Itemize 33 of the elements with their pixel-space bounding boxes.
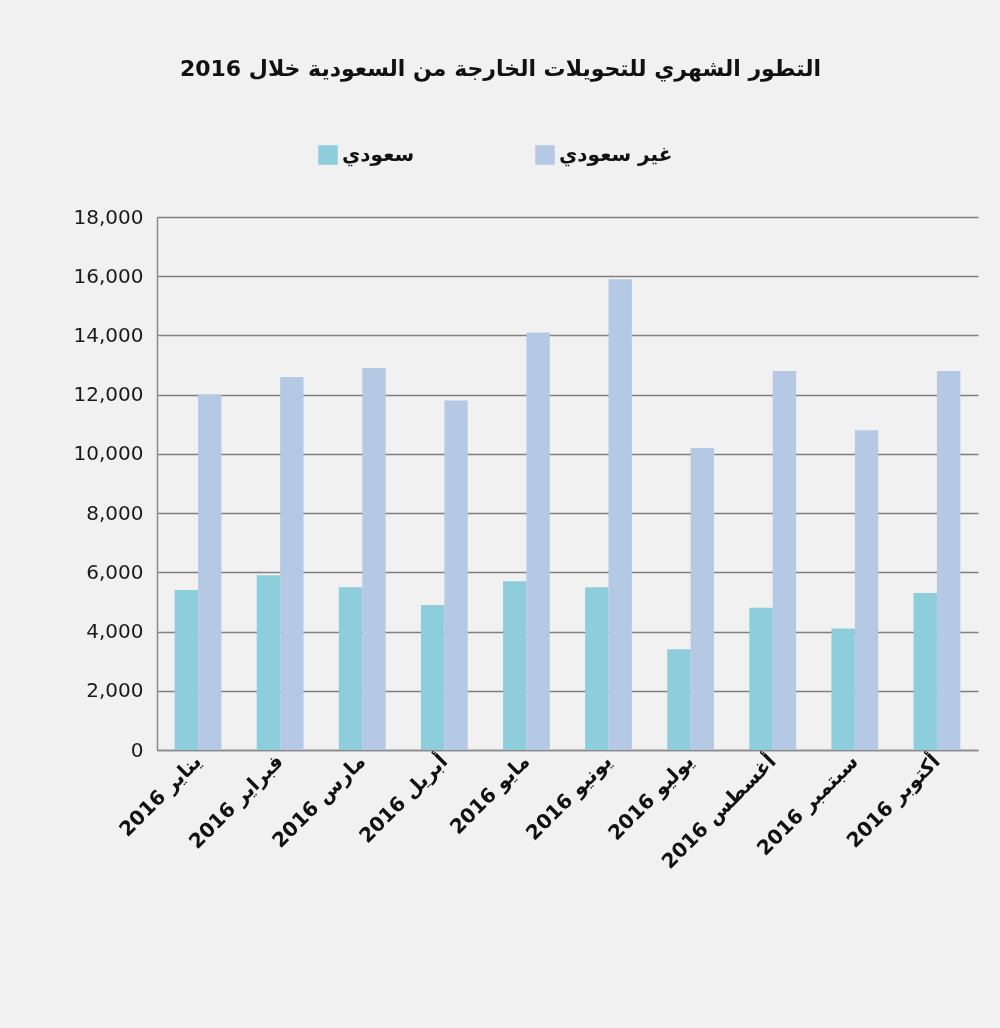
y-tick-label: 8,000: [86, 500, 144, 525]
bar: [503, 581, 527, 750]
y-tick-label: 2,000: [86, 678, 144, 703]
bar: [913, 593, 937, 750]
bar: [608, 279, 632, 750]
legend-label: غير سعودي: [559, 142, 673, 167]
y-tick-label: 12,000: [73, 382, 144, 407]
bar: [690, 447, 715, 750]
bar: [772, 370, 797, 750]
bar: [585, 587, 609, 750]
bar: [338, 587, 363, 750]
bar: [198, 394, 222, 750]
y-tick-label: 6,000: [86, 559, 144, 584]
bar: [174, 590, 199, 750]
chart-title: التطور الشهري للتحويلات الخارجة من السعودية خلال 2016: [179, 56, 822, 82]
legend-label: سعودي: [342, 142, 415, 167]
bar: [749, 607, 773, 750]
y-tick-label: 10,000: [73, 441, 144, 466]
bar: [362, 368, 386, 750]
bar: [256, 575, 281, 750]
y-tick-label: 14,000: [73, 322, 144, 347]
bar: [831, 628, 855, 750]
bar: [854, 430, 879, 750]
y-tick-label: 0: [130, 737, 144, 762]
y-tick-label: 16,000: [73, 263, 144, 288]
y-tick-label: 4,000: [86, 619, 144, 644]
bar: [444, 400, 468, 750]
bar: [526, 332, 550, 750]
bar: [936, 370, 961, 750]
bar: [420, 604, 445, 750]
bar: [667, 649, 691, 750]
y-tick-label: 18,000: [73, 204, 144, 229]
bar: [280, 376, 304, 750]
